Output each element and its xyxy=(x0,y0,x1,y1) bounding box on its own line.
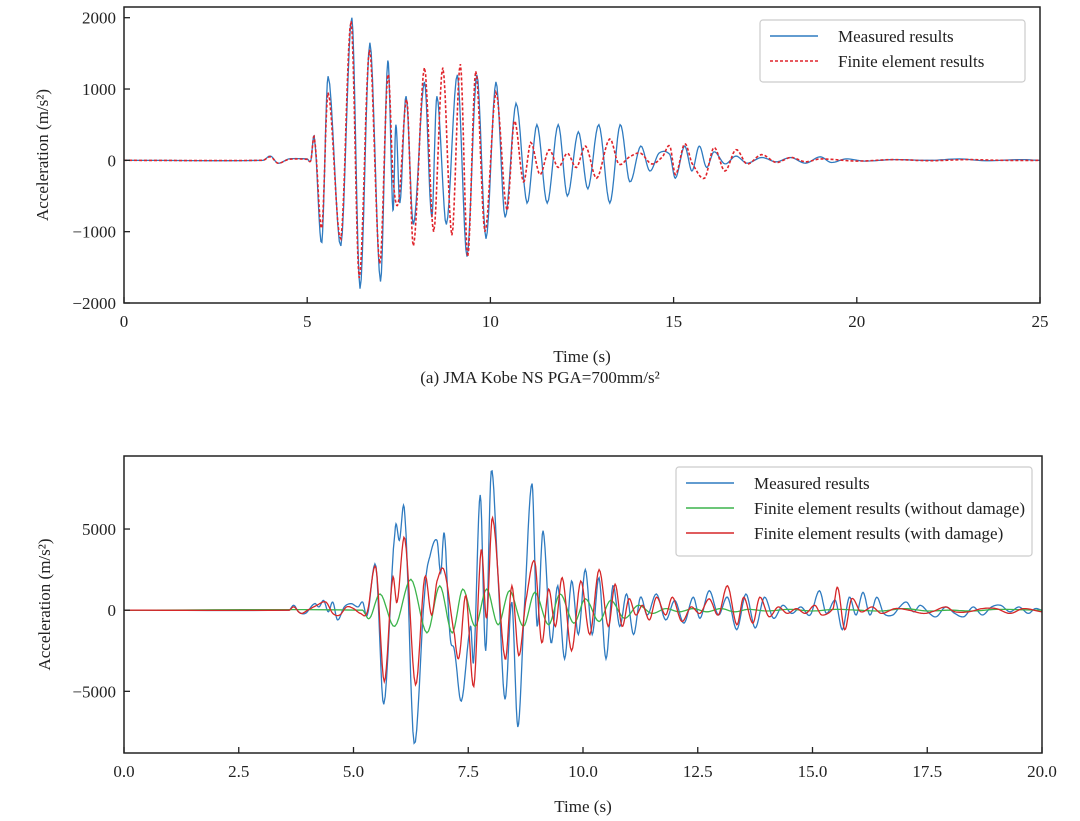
chart-b: 0.0 2.5 5.0 7.5 10.0 12.5 15.0 17.5 20.0 −5000 0 50… xyxy=(35,455,1057,816)
x-tick-label: 20 xyxy=(848,312,865,331)
series-line-2 xyxy=(124,515,1042,689)
y-tick-label: −1000 xyxy=(72,223,116,242)
x-tick-label: 15.0 xyxy=(798,762,828,781)
x-tick-label: 10.0 xyxy=(568,762,598,781)
plot-frame xyxy=(123,6,1041,304)
x-tick-label: 10 xyxy=(482,312,499,331)
x-tick-label: 2.5 xyxy=(228,762,249,781)
y-tick-label: 1000 xyxy=(82,80,116,99)
legend-label: Finite element results (with damage) xyxy=(754,524,1003,543)
legend-box xyxy=(675,466,1033,557)
y-tick-label: 5000 xyxy=(82,520,116,539)
legend-label: Measured results xyxy=(754,474,870,493)
x-tick-label: 5.0 xyxy=(343,762,364,781)
y-tick-label: 0 xyxy=(108,151,117,170)
x-tick-label: 7.5 xyxy=(458,762,479,781)
x-tick-label: 20.0 xyxy=(1027,762,1057,781)
legend-label: Finite element results xyxy=(838,52,984,71)
y-tick-label: 2000 xyxy=(82,9,116,28)
y-axis-label: Acceleration (m/s²) xyxy=(35,538,54,670)
y-axis-label: Acceleration (m/s²) xyxy=(33,89,52,221)
x-tick-label: 12.5 xyxy=(683,762,713,781)
x-tick-label: 0 xyxy=(120,312,129,331)
legend-label: Finite element results (without damage) xyxy=(754,499,1025,518)
chart-a: 0 5 10 15 20 25 −2000 −1000 0 1000 2000 Time (s) Acc… xyxy=(33,6,1049,366)
y-tick-label: −5000 xyxy=(72,682,116,701)
series-line-1 xyxy=(124,21,1040,279)
y-tick-label: 0 xyxy=(108,601,117,620)
legend: Measured results Finite element results xyxy=(759,19,1026,83)
caption-a: (a) JMA Kobe NS PGA=700mm/s² xyxy=(420,368,660,387)
x-tick-label: 5 xyxy=(303,312,312,331)
x-tick-label: 17.5 xyxy=(912,762,942,781)
legend: Measured results Finite element results (… xyxy=(675,466,1033,557)
legend-box xyxy=(759,19,1026,83)
x-axis-label: Time (s) xyxy=(554,797,611,816)
legend-label: Measured results xyxy=(838,27,954,46)
series-line-1 xyxy=(124,578,1042,634)
series-line-0 xyxy=(124,469,1042,745)
x-tick-label: 25 xyxy=(1032,312,1049,331)
x-tick-label: 15 xyxy=(665,312,682,331)
x-tick-label: 0.0 xyxy=(113,762,134,781)
x-axis-label: Time (s) xyxy=(553,347,610,366)
y-tick-label: −2000 xyxy=(72,294,116,313)
